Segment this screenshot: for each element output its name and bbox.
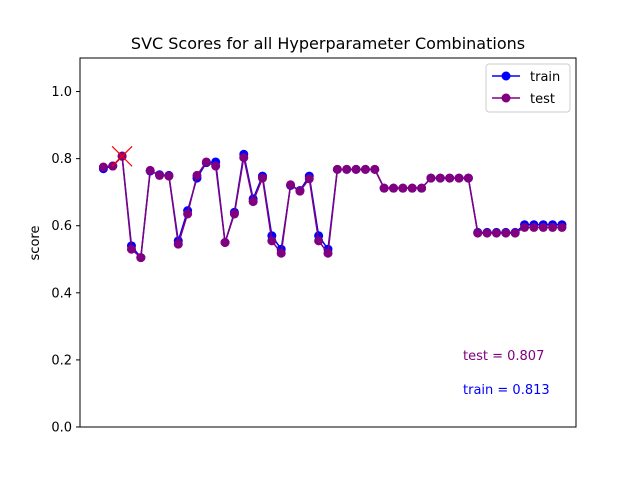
series-test-point [557,222,567,232]
series-test-point [454,173,464,183]
series-test-point [145,165,155,175]
series-test-point [98,162,108,172]
y-axis-ticks: 0.0 0.2 0.4 0.6 0.8 1.0 [51,85,80,436]
test-score-annotation: test = 0.807 [463,349,544,364]
series-test-point [257,173,267,183]
series-test-point [173,239,183,249]
series-test-point [473,228,483,238]
series-test-point [286,180,296,190]
series-test-point [548,222,558,232]
series-test-point [323,248,333,258]
series-test-point [220,238,230,247]
series-test-point [389,183,399,193]
series-test-point [520,222,530,232]
chart-title: SVC Scores for all Hyperparameter Combin… [131,34,525,53]
series-test-point [538,222,548,232]
series-test-point [248,197,258,207]
legend-train-marker [501,71,511,81]
series-test-point [136,253,146,263]
series-test-point [192,170,202,180]
series-test-point [379,183,389,193]
series-layer [98,149,567,263]
series-test-point [501,228,511,238]
series-test-point [304,174,314,184]
y-tick-label: 0.2 [51,353,72,368]
legend-test-label: test [530,92,555,107]
series-test-point [295,186,305,196]
plot-frame [79,57,577,428]
y-tick-label: 0.0 [51,421,72,436]
series-test-point [314,236,324,246]
series-test-point [276,248,286,258]
series-test-point [155,170,165,180]
series-test-point [229,209,239,219]
series-test-point [126,244,136,254]
series-test-point [463,173,473,183]
series-test-point [183,209,193,219]
series-test-point [360,164,370,174]
legend-test-marker [501,93,511,103]
series-test-point [332,164,342,174]
series-test-point [351,164,361,174]
series-test-point [211,161,221,171]
best-score-marker-stroke [111,145,133,167]
series-test-line [103,154,562,260]
series-test-point [426,173,436,183]
series-test-point [407,183,417,193]
series-test-point [201,157,211,167]
series-test-point [482,228,492,238]
legend: train test [485,63,571,113]
series-test-point [417,183,427,193]
series-test-point [267,236,277,246]
train-score-annotation: train = 0.813 [463,383,550,398]
series-test-point [370,164,380,174]
series-test-point [342,164,352,174]
y-tick-label: 0.8 [51,152,72,167]
series-test-point [529,222,539,232]
y-tick-label: 1.0 [51,85,72,100]
series-test-point [491,228,501,238]
best-marker-layer [111,145,133,167]
series-test [98,151,567,263]
series-test-point [164,171,174,181]
series-test-point [445,173,455,183]
series-test-point [435,173,445,183]
legend-train-label: train [530,70,560,85]
series-test-point [239,153,249,163]
y-tick-label: 0.4 [51,286,72,301]
y-axis-label: score [28,226,43,261]
y-tick-label: 0.6 [51,219,72,234]
series-test-point [510,228,520,238]
series-test-point [398,183,408,193]
